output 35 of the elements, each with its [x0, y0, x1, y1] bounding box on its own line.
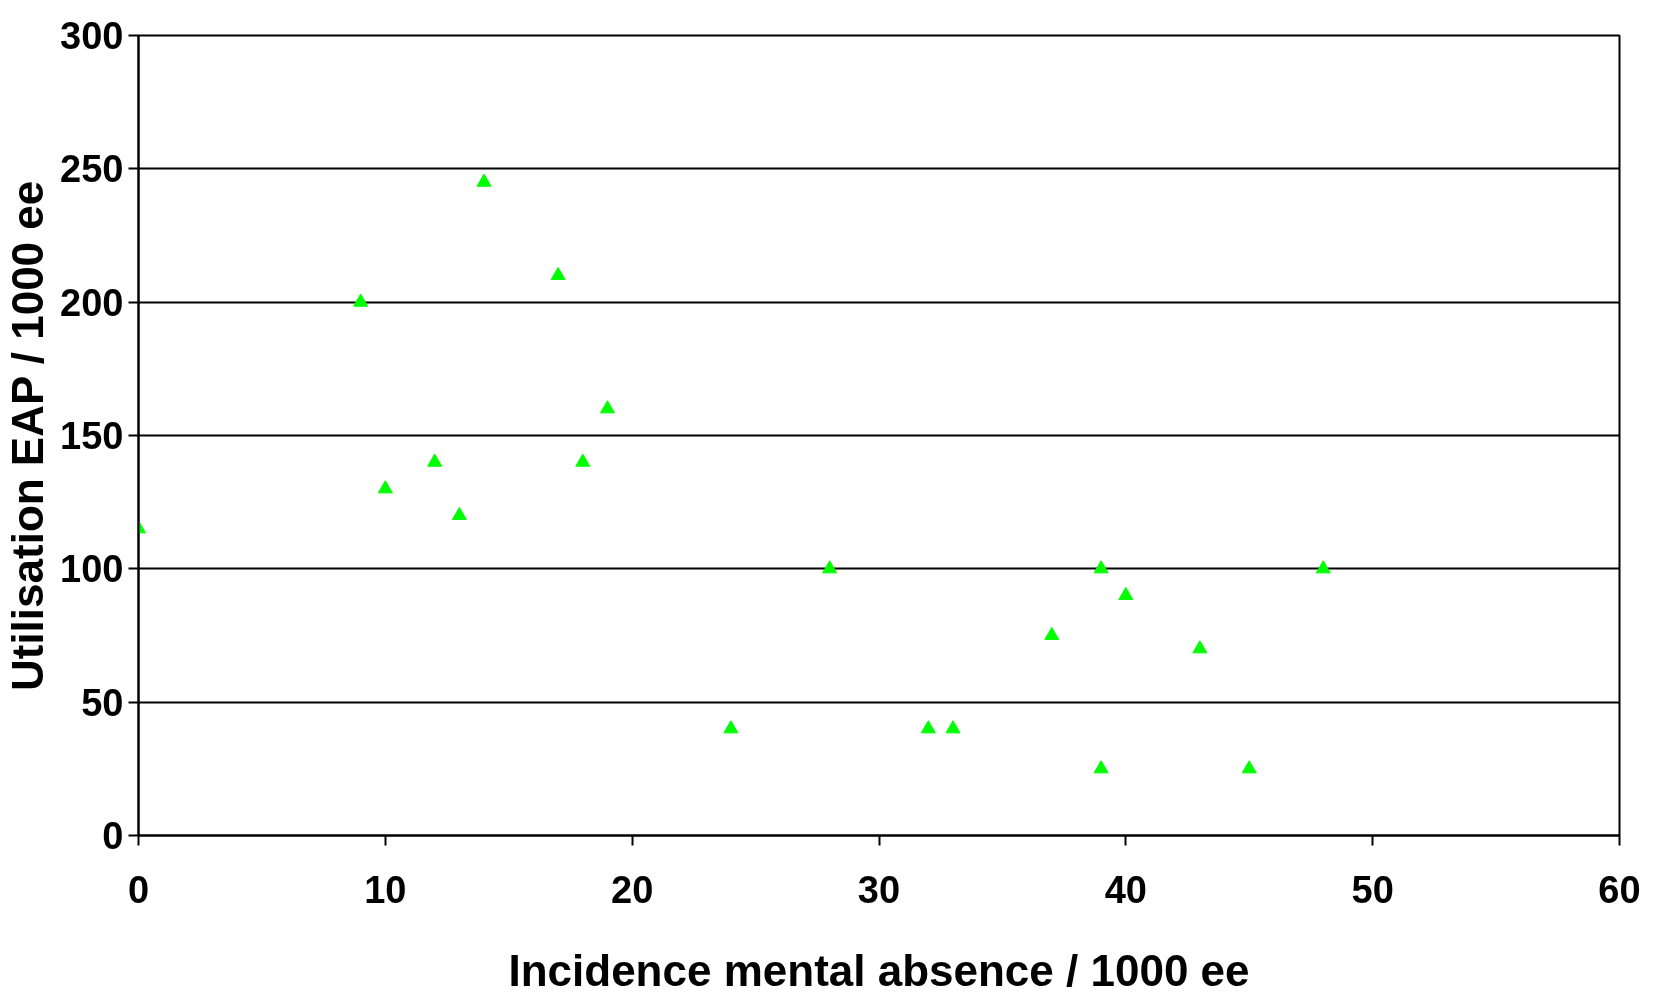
point [1118, 586, 1134, 601]
y-tick-label: 0 [102, 815, 124, 857]
x-tick-label: 0 [127, 868, 150, 911]
point [599, 400, 615, 414]
x-tick-label: 60 [1598, 868, 1641, 911]
y-tick-label: 300 [60, 15, 124, 57]
x-tick-label: 40 [1104, 868, 1147, 911]
x-tick-label: 20 [611, 868, 654, 911]
point [377, 480, 393, 494]
point [920, 720, 936, 734]
point [1093, 760, 1109, 774]
y-tick-label: 200 [60, 281, 124, 324]
x-axis-title: Incidence mental absence / 1000 ee [508, 945, 1250, 995]
y-axis-title: Utilisation EAP / 1000 ee [3, 180, 53, 692]
point [451, 506, 467, 521]
point [550, 266, 566, 281]
y-tick-label: 250 [60, 148, 124, 191]
y-tick-label: 100 [60, 548, 124, 591]
point [723, 720, 739, 734]
y-tick-label: 50 [81, 681, 124, 724]
point [476, 173, 492, 187]
point [1241, 760, 1257, 774]
point [1192, 640, 1208, 654]
point [945, 720, 961, 734]
point [575, 453, 591, 467]
x-tick-label: 50 [1351, 868, 1394, 911]
point [1044, 626, 1060, 641]
x-tick-label: 30 [857, 868, 901, 911]
point [822, 560, 838, 574]
point [1093, 560, 1109, 574]
y-tick-label: 150 [60, 415, 124, 457]
point [353, 293, 369, 307]
x-tick-label: 10 [364, 868, 407, 911]
point [427, 453, 443, 467]
point [1315, 560, 1331, 574]
